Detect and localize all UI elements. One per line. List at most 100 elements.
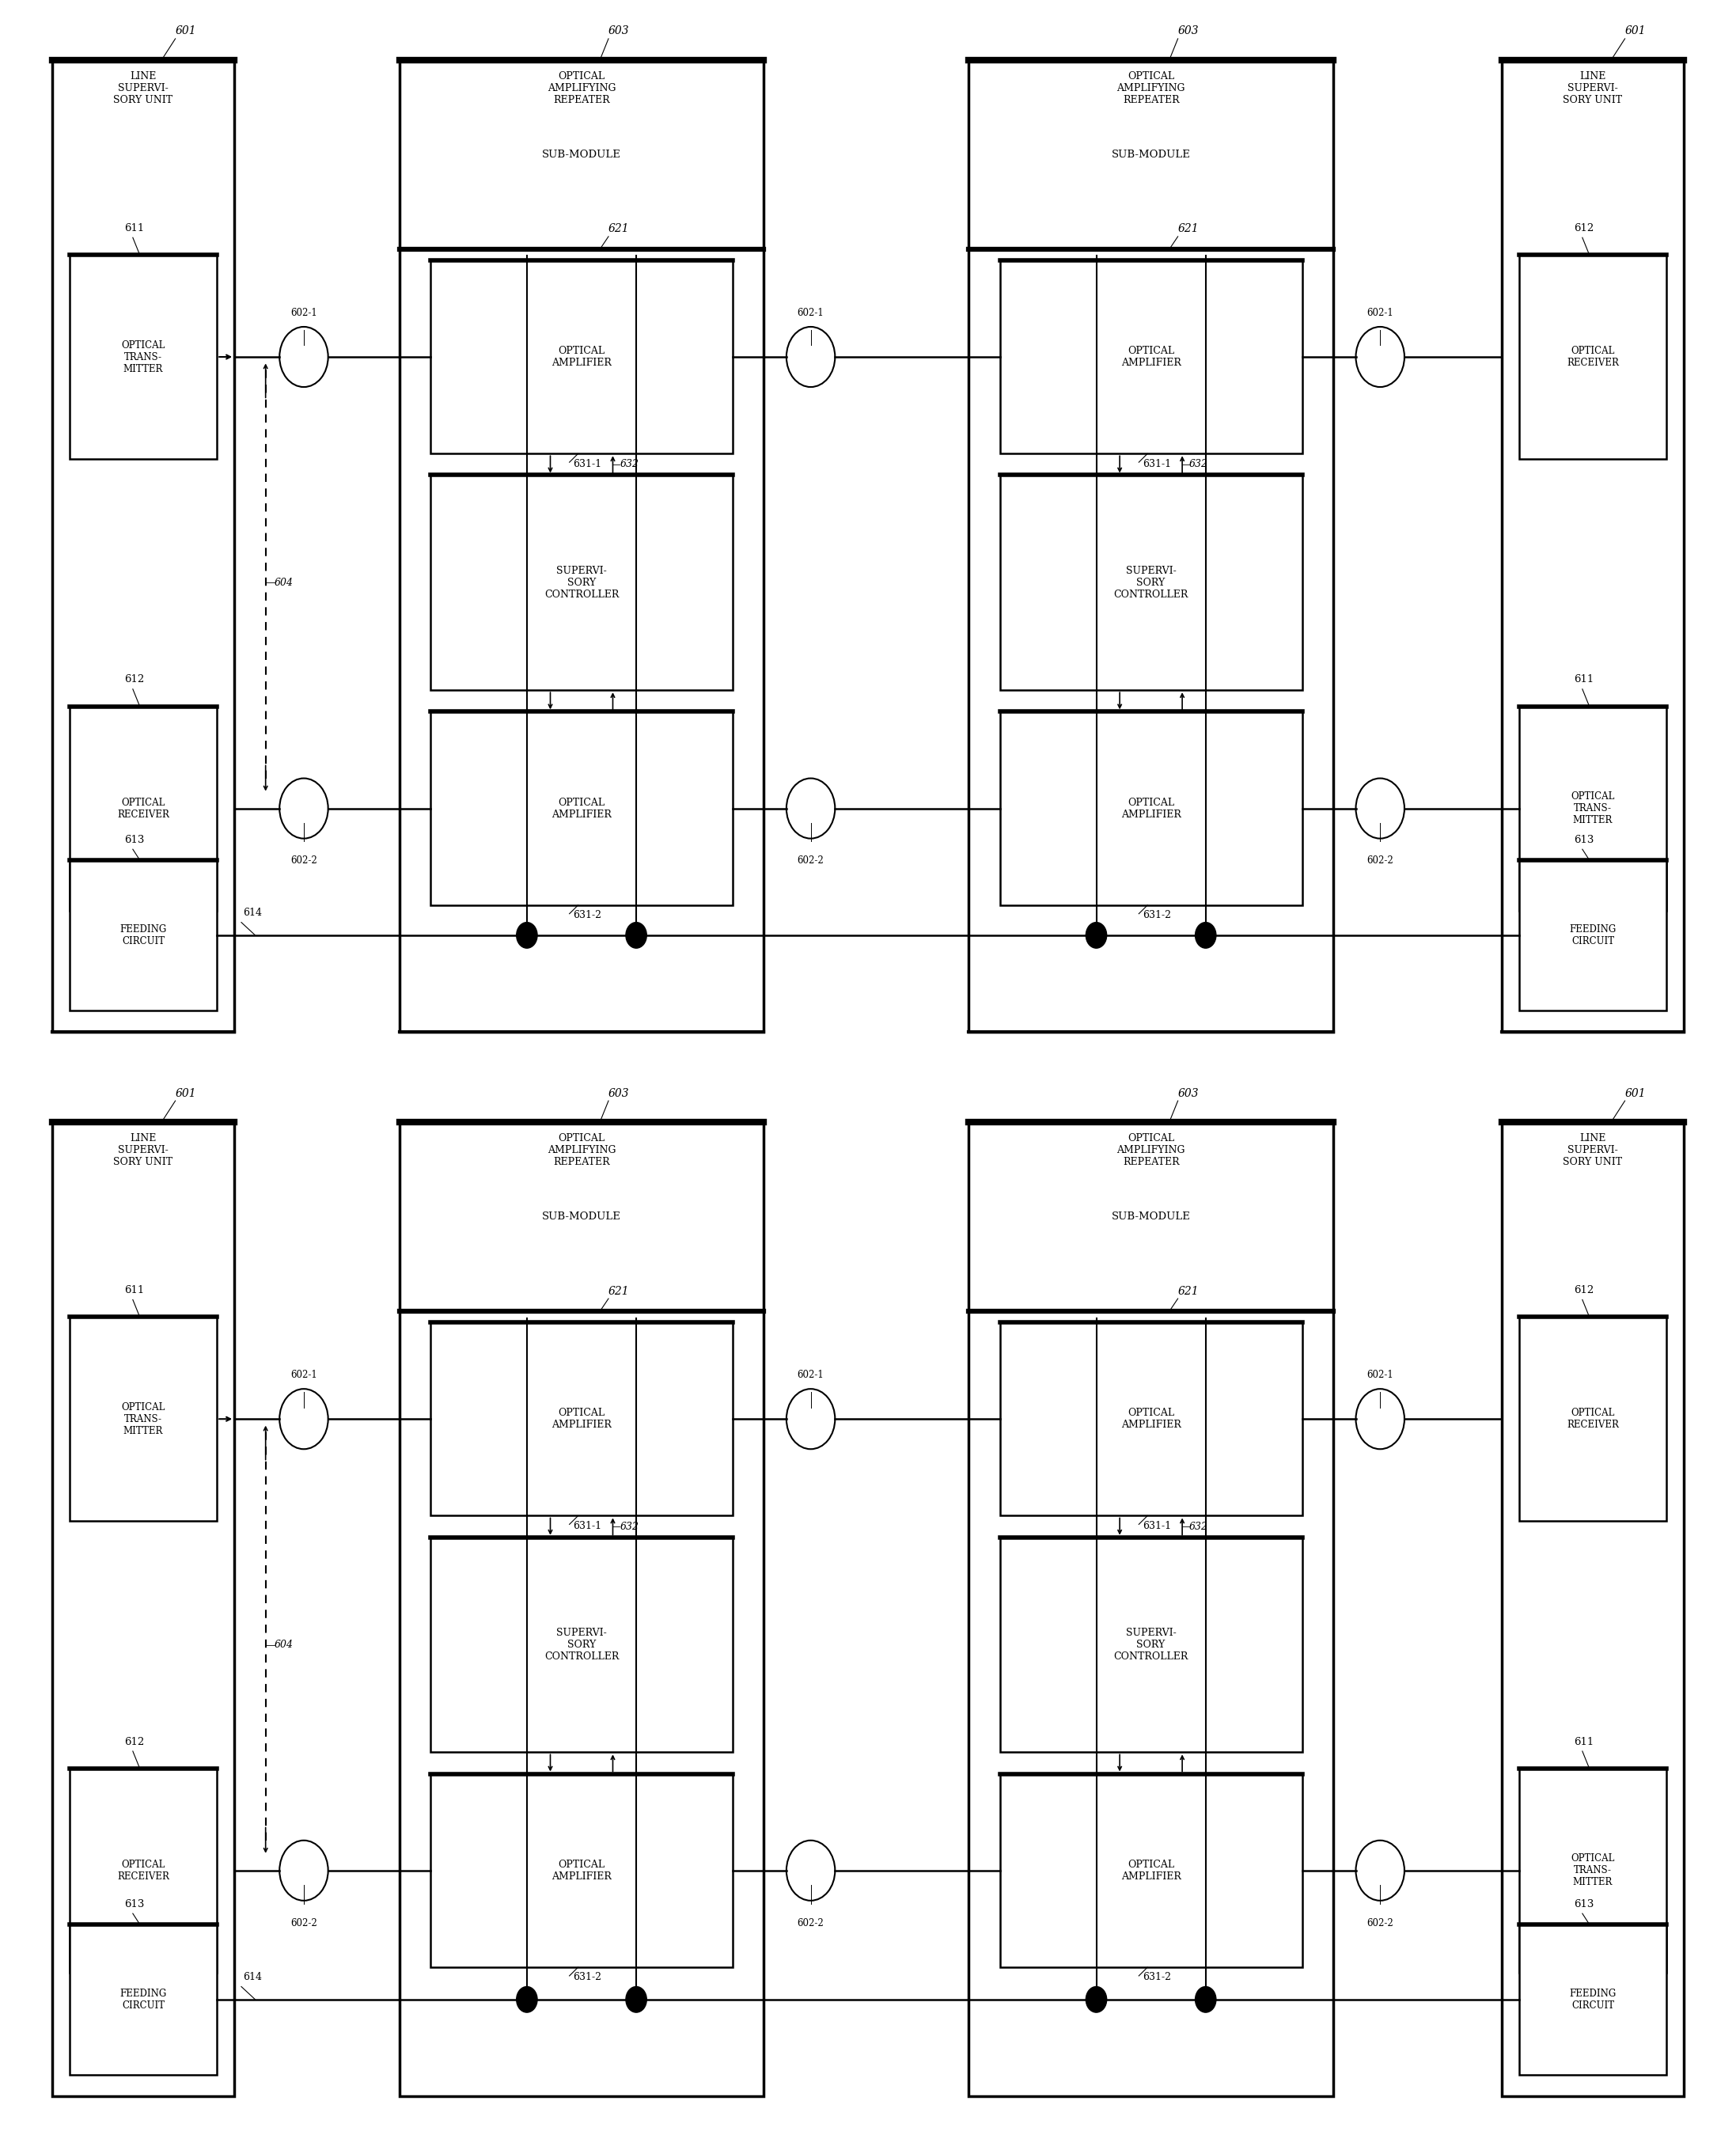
- Bar: [1519, 860, 1667, 1010]
- Text: 612: 612: [125, 675, 144, 684]
- Text: 613: 613: [125, 1898, 144, 1909]
- Bar: [1000, 1322, 1302, 1516]
- Bar: [69, 1924, 217, 2075]
- Text: OPTICAL
TRANS-
MITTER: OPTICAL TRANS- MITTER: [122, 1402, 165, 1436]
- Text: 614: 614: [243, 1972, 262, 1982]
- Text: 631-1: 631-1: [573, 1520, 601, 1531]
- Bar: [1000, 712, 1302, 905]
- Bar: [69, 1767, 217, 1974]
- Circle shape: [1087, 1987, 1108, 2012]
- Bar: [1519, 705, 1667, 909]
- Text: OPTICAL
RECEIVER: OPTICAL RECEIVER: [116, 1860, 170, 1881]
- Bar: [1519, 1924, 1667, 2075]
- Text: 604: 604: [274, 578, 293, 587]
- Text: 602-1: 602-1: [1366, 1370, 1394, 1380]
- Text: 602-1: 602-1: [290, 307, 318, 318]
- Text: 614: 614: [243, 907, 262, 918]
- Text: OPTICAL
TRANS-
MITTER: OPTICAL TRANS- MITTER: [122, 340, 165, 374]
- Text: SUPERVI-
SORY
CONTROLLER: SUPERVI- SORY CONTROLLER: [1113, 565, 1189, 600]
- Text: 602-1: 602-1: [797, 307, 825, 318]
- Text: OPTICAL
AMPLIFIER: OPTICAL AMPLIFIER: [1121, 1408, 1180, 1430]
- Text: 611: 611: [1575, 1737, 1594, 1746]
- Text: SUB-MODULE: SUB-MODULE: [1111, 151, 1191, 159]
- Bar: [399, 1122, 764, 2096]
- Text: 621: 621: [609, 224, 630, 234]
- Text: OPTICAL
AMPLIFYING
REPEATER: OPTICAL AMPLIFYING REPEATER: [1116, 1133, 1186, 1167]
- Bar: [1000, 1537, 1302, 1752]
- Text: 611: 611: [125, 224, 144, 234]
- Text: OPTICAL
AMPLIFIER: OPTICAL AMPLIFIER: [1121, 346, 1180, 368]
- Text: 603: 603: [1177, 1088, 1200, 1099]
- Text: 632: 632: [620, 460, 639, 469]
- Text: 602-1: 602-1: [797, 1370, 825, 1380]
- Bar: [431, 712, 733, 905]
- Text: SUPERVI-
SORY
CONTROLLER: SUPERVI- SORY CONTROLLER: [543, 1628, 620, 1662]
- Text: OPTICAL
AMPLIFIER: OPTICAL AMPLIFIER: [552, 798, 611, 819]
- Bar: [399, 60, 764, 1032]
- Bar: [69, 705, 217, 909]
- Text: OPTICAL
AMPLIFIER: OPTICAL AMPLIFIER: [1121, 1860, 1180, 1881]
- Text: OPTICAL
RECEIVER: OPTICAL RECEIVER: [116, 798, 170, 819]
- Text: OPTICAL
AMPLIFYING
REPEATER: OPTICAL AMPLIFYING REPEATER: [547, 71, 616, 105]
- Text: 631-2: 631-2: [573, 909, 601, 920]
- Text: 602-2: 602-2: [797, 1918, 825, 1929]
- Text: 602-2: 602-2: [1366, 1918, 1394, 1929]
- Text: OPTICAL
AMPLIFYING
REPEATER: OPTICAL AMPLIFYING REPEATER: [1116, 71, 1186, 105]
- Text: 631-2: 631-2: [1142, 909, 1170, 920]
- Text: 601: 601: [175, 1088, 196, 1099]
- Bar: [69, 1316, 217, 1522]
- Bar: [969, 60, 1333, 1032]
- Text: 612: 612: [125, 1737, 144, 1746]
- Text: 631-2: 631-2: [573, 1972, 601, 1982]
- Text: FEEDING
CIRCUIT: FEEDING CIRCUIT: [120, 924, 167, 946]
- Bar: [1000, 475, 1302, 690]
- Bar: [1519, 1316, 1667, 1522]
- Text: FEEDING
CIRCUIT: FEEDING CIRCUIT: [1569, 1989, 1616, 2010]
- Text: LINE
SUPERVI-
SORY UNIT: LINE SUPERVI- SORY UNIT: [113, 71, 174, 105]
- Text: 602-2: 602-2: [797, 856, 825, 866]
- Text: 612: 612: [1575, 224, 1594, 234]
- Text: FEEDING
CIRCUIT: FEEDING CIRCUIT: [120, 1989, 167, 2010]
- Text: OPTICAL
AMPLIFIER: OPTICAL AMPLIFIER: [552, 1408, 611, 1430]
- Bar: [431, 260, 733, 454]
- Bar: [1000, 1774, 1302, 1967]
- Text: 631-1: 631-1: [573, 458, 601, 469]
- Bar: [1502, 1122, 1684, 2096]
- Bar: [1502, 60, 1684, 1032]
- Circle shape: [1196, 922, 1215, 948]
- Text: OPTICAL
TRANS-
MITTER: OPTICAL TRANS- MITTER: [1571, 1853, 1614, 1888]
- Text: 613: 613: [125, 834, 144, 845]
- Text: OPTICAL
RECEIVER: OPTICAL RECEIVER: [1566, 346, 1620, 368]
- Text: 602-2: 602-2: [290, 1918, 318, 1929]
- Text: 601: 601: [175, 26, 196, 37]
- Text: SUPERVI-
SORY
CONTROLLER: SUPERVI- SORY CONTROLLER: [543, 565, 620, 600]
- Text: 632: 632: [1189, 1522, 1208, 1531]
- Bar: [1519, 1767, 1667, 1974]
- Text: 621: 621: [1177, 224, 1200, 234]
- Text: 611: 611: [125, 1286, 144, 1294]
- Text: SUB-MODULE: SUB-MODULE: [542, 1213, 621, 1221]
- Text: FEEDING
CIRCUIT: FEEDING CIRCUIT: [1569, 924, 1616, 946]
- Bar: [52, 60, 234, 1032]
- Text: 631-1: 631-1: [1142, 1520, 1170, 1531]
- Bar: [431, 1322, 733, 1516]
- Text: 612: 612: [1575, 1286, 1594, 1294]
- Bar: [431, 1774, 733, 1967]
- Bar: [431, 1537, 733, 1752]
- Text: OPTICAL
AMPLIFYING
REPEATER: OPTICAL AMPLIFYING REPEATER: [547, 1133, 616, 1167]
- Text: OPTICAL
RECEIVER: OPTICAL RECEIVER: [1566, 1408, 1620, 1430]
- Circle shape: [517, 922, 538, 948]
- Text: 602-2: 602-2: [290, 856, 318, 866]
- Bar: [1000, 260, 1302, 454]
- Text: 613: 613: [1575, 834, 1594, 845]
- Text: 601: 601: [1625, 1088, 1646, 1099]
- Text: OPTICAL
TRANS-
MITTER: OPTICAL TRANS- MITTER: [1571, 791, 1614, 826]
- Text: 603: 603: [609, 26, 630, 37]
- Text: SUPERVI-
SORY
CONTROLLER: SUPERVI- SORY CONTROLLER: [1113, 1628, 1189, 1662]
- Bar: [52, 1122, 234, 2096]
- Text: 602-1: 602-1: [1366, 307, 1394, 318]
- Text: SUB-MODULE: SUB-MODULE: [542, 151, 621, 159]
- Circle shape: [1196, 1987, 1215, 2012]
- Bar: [69, 860, 217, 1010]
- Circle shape: [627, 1987, 648, 2012]
